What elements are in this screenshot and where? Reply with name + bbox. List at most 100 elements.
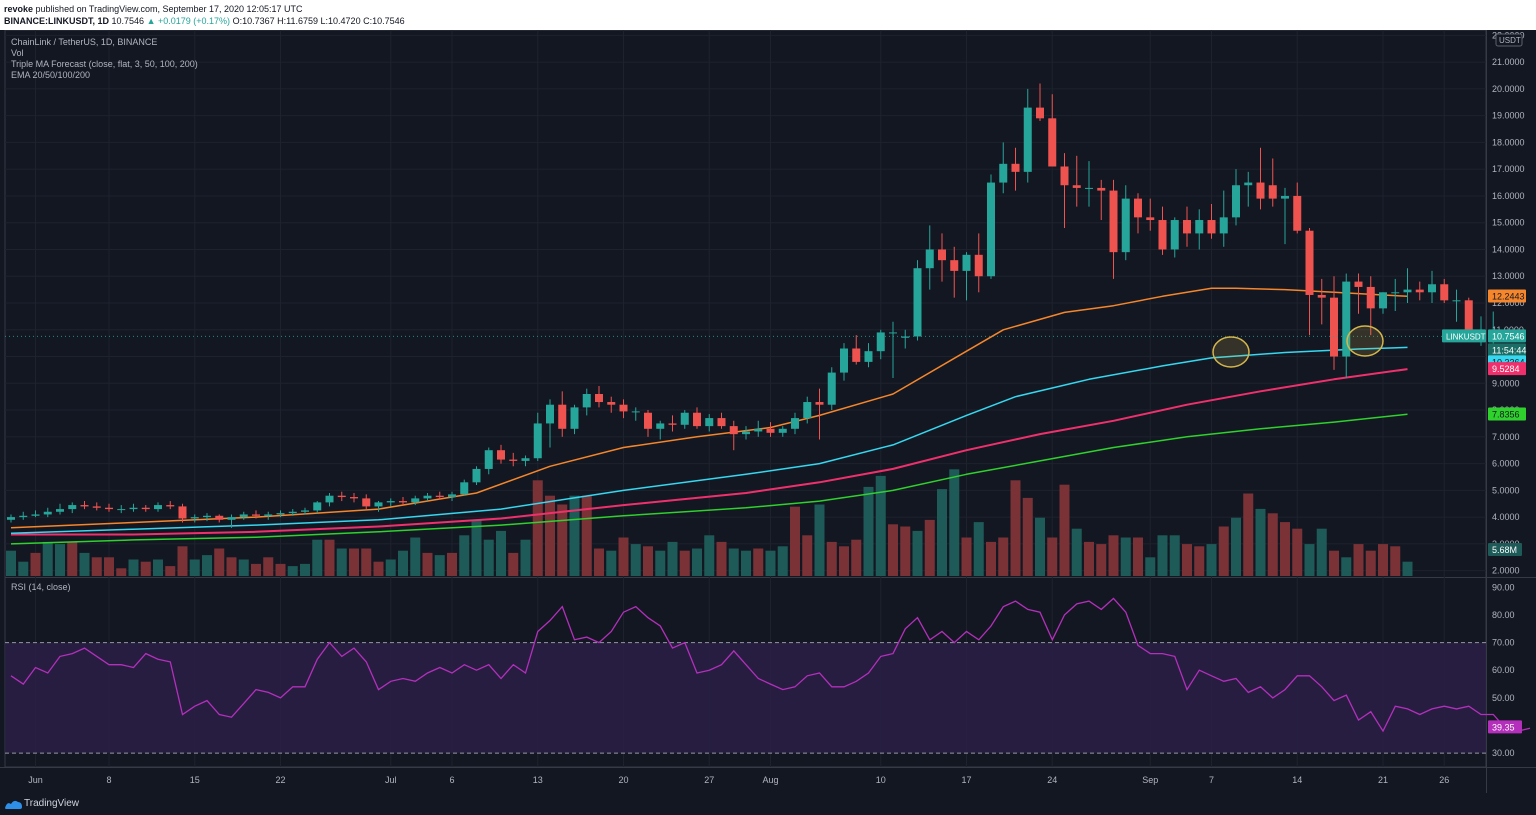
ema100-value-badge-bg: [1488, 362, 1526, 376]
volume-bar: [569, 495, 580, 576]
candle-bull: [276, 513, 285, 515]
candle-bull: [227, 517, 236, 520]
volume-bar: [949, 469, 960, 576]
price-tick-label: 2.0000: [1492, 566, 1520, 576]
candle-bear: [595, 394, 603, 403]
rsi-tick-label: 60.00: [1492, 665, 1515, 675]
volume-bar: [924, 519, 935, 576]
candle-bear: [105, 507, 113, 510]
volume-bar: [961, 537, 972, 576]
volume-bar: [741, 550, 751, 576]
legend-volume[interactable]: Vol: [11, 48, 24, 58]
volume-bar: [214, 548, 225, 576]
candle-bear: [852, 348, 861, 362]
candle-bear: [1036, 107, 1044, 119]
candle-bull: [864, 351, 873, 362]
candle-bull: [742, 431, 750, 435]
candle-bull: [301, 510, 309, 512]
candle-bull: [1391, 292, 1400, 294]
candle-bull: [1232, 185, 1240, 218]
volume-bar: [373, 561, 384, 576]
volume-bar: [1169, 535, 1180, 576]
volume-bar: [532, 480, 543, 576]
ohlc-line: BINANCE:LINKUSDT, 1D 10.7546 ▲ +0.0179 (…: [4, 15, 405, 27]
candle-bull: [154, 505, 162, 510]
volume-bar: [1292, 528, 1303, 576]
tradingview-logo-icon[interactable]: [5, 798, 23, 810]
legend-ema[interactable]: EMA 20/50/100/200: [11, 70, 91, 80]
candle-bull: [546, 404, 554, 424]
volume-bar: [520, 539, 531, 576]
ema20-value-badge: 12.2443: [1492, 291, 1525, 301]
volume-bar: [802, 535, 813, 576]
volume-bar: [1108, 535, 1119, 576]
rsi-tick-label: 80.00: [1492, 610, 1515, 620]
volume-bar: [581, 495, 592, 576]
volume-bar: [104, 557, 114, 576]
price-tick-label: 19.0000: [1492, 111, 1525, 121]
legend-pair[interactable]: ChainLink / TetherUS, 1D, BINANCE: [11, 37, 158, 47]
candle-bull: [913, 268, 922, 337]
candle-bull: [889, 332, 897, 334]
volume-bar: [1096, 544, 1107, 576]
candle-bull: [876, 332, 885, 352]
candle-bull: [582, 394, 591, 408]
candle-bull: [901, 336, 910, 338]
legend-rsi[interactable]: RSI (14, close): [11, 582, 71, 592]
volume-bar: [937, 489, 947, 576]
volume-bar: [79, 552, 90, 576]
price-tick-label: 16.0000: [1492, 191, 1525, 201]
candle-bull: [680, 412, 689, 425]
candle-bull: [472, 468, 481, 483]
volume-bar: [545, 495, 555, 576]
author-name[interactable]: revoke: [4, 4, 34, 14]
volume-bar: [679, 550, 690, 576]
candle-bear: [1317, 294, 1326, 298]
volume-bar: [630, 544, 641, 576]
candle-bear: [362, 498, 371, 507]
price-tick-label: 18.0000: [1492, 137, 1525, 147]
volume-bar: [483, 539, 494, 576]
candle-bull: [570, 407, 579, 429]
volume-value-badge: 5.68M: [1492, 545, 1517, 555]
volume-bar: [1390, 546, 1401, 576]
candle-bull: [1452, 300, 1461, 302]
rsi-tick-label: 70.00: [1492, 638, 1515, 648]
volume-bar: [1047, 537, 1058, 576]
candle-bull: [411, 498, 420, 503]
countdown-badge: 11:54:44: [1492, 345, 1526, 355]
volume-bar: [238, 559, 249, 576]
volume-bar: [1243, 493, 1254, 576]
volume-bar: [655, 550, 666, 576]
candle-bear: [497, 450, 505, 460]
volume-bar: [189, 559, 200, 576]
volume-bar: [1182, 544, 1192, 576]
candle-bull: [1342, 281, 1351, 357]
price-tick-label: 20.0000: [1492, 84, 1525, 94]
candle-bull: [325, 495, 334, 503]
volume-bar: [398, 550, 408, 576]
volume-bar: [67, 541, 78, 576]
volume-bar: [116, 568, 127, 576]
ema100-line: [11, 368, 1408, 536]
tradingview-brand[interactable]: TradingView: [24, 798, 80, 809]
price-tick-label: 12.0000: [1492, 298, 1525, 308]
candle-bull: [791, 418, 799, 429]
candle-bear: [1183, 220, 1191, 234]
candle-bear: [1464, 300, 1473, 333]
candle-bear: [252, 514, 260, 516]
candle-bull: [1428, 284, 1436, 293]
volume-bar: [1304, 544, 1315, 576]
volume-bar: [704, 535, 715, 576]
candle-bull: [460, 482, 469, 495]
volume-bar: [496, 530, 506, 576]
volume-bar: [1267, 513, 1278, 576]
volume-bar: [1206, 544, 1217, 576]
candle-bull: [987, 182, 995, 277]
candle-bear: [1293, 195, 1302, 231]
candle-bull: [1244, 182, 1253, 186]
chart-canvas[interactable]: 22.000021.000020.000019.000018.000017.00…: [0, 30, 1536, 793]
volume-bar: [973, 522, 984, 576]
date-tick-label: Aug: [762, 775, 778, 785]
legend-triple-ma[interactable]: Triple MA Forecast (close, flat, 3, 50, …: [11, 59, 198, 69]
